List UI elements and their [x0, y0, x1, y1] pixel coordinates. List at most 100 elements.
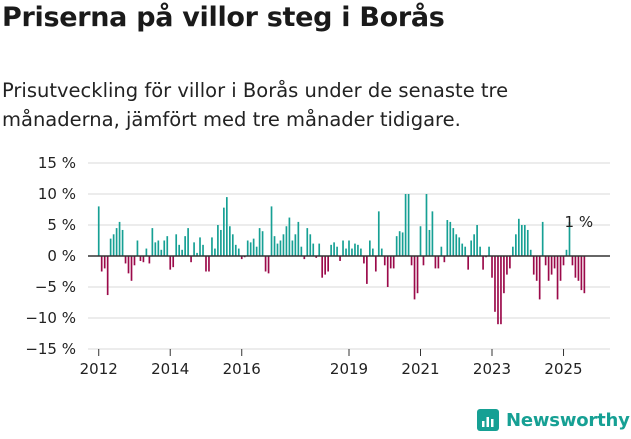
- bar-chart-logo-icon: [477, 409, 499, 431]
- bar: [297, 221, 300, 256]
- bar: [422, 256, 425, 266]
- bar: [145, 248, 148, 256]
- bar: [354, 243, 356, 256]
- bar: [345, 248, 347, 256]
- bar: [121, 229, 124, 256]
- bar: [541, 221, 544, 256]
- bar: [473, 234, 475, 256]
- y-tick-label: 5 %: [47, 216, 76, 234]
- bar: [270, 206, 273, 256]
- bar: [211, 237, 213, 256]
- bar: [434, 256, 437, 269]
- bar: [425, 194, 428, 256]
- bar: [509, 256, 511, 269]
- bar: [115, 228, 118, 256]
- annotations: 1 %: [565, 213, 594, 231]
- bar: [136, 240, 139, 256]
- bar: [538, 256, 541, 300]
- bar: [267, 256, 270, 274]
- bar: [342, 240, 344, 256]
- bar: [491, 256, 493, 278]
- brand-name: Newsworthy: [506, 409, 630, 431]
- bar: [234, 244, 237, 256]
- bar: [300, 246, 303, 256]
- bar: [205, 256, 207, 272]
- x-tick-label: 2025: [544, 360, 582, 378]
- bar: [166, 236, 169, 256]
- bar: [252, 238, 255, 256]
- bar: [386, 256, 389, 287]
- bar: [452, 228, 455, 256]
- bar: [181, 249, 183, 256]
- bar: [431, 211, 434, 256]
- bar: [127, 256, 130, 274]
- chart-title: Priserna på villor steg i Borås: [2, 2, 445, 33]
- bar: [523, 225, 526, 256]
- bar: [515, 234, 517, 256]
- bar: [449, 221, 452, 256]
- x-tick-label: 2021: [401, 360, 439, 378]
- bar: [574, 256, 577, 278]
- bar: [401, 232, 404, 256]
- bar: [217, 225, 219, 256]
- bar: [577, 256, 580, 281]
- y-axis-tick-labels: 15 % 10 % 5 % 0 % −5 % −10 % −15 %: [25, 154, 76, 358]
- x-tick-label: 2023: [473, 360, 511, 378]
- bar: [407, 194, 410, 256]
- bar: [255, 246, 258, 256]
- bar: [172, 256, 175, 268]
- bar: [443, 256, 446, 263]
- bar: [148, 256, 151, 264]
- y-tick-label: −10 %: [25, 309, 76, 327]
- bar: [282, 234, 285, 256]
- bar: [330, 244, 332, 256]
- bar: [202, 244, 204, 256]
- newsworthy-logo: Newsworthy: [477, 409, 630, 431]
- bar: [318, 243, 321, 256]
- bar: [476, 225, 478, 256]
- bar: [470, 240, 473, 256]
- y-tick-label: −5 %: [35, 278, 76, 296]
- chart-subtitle: Prisutveckling för villor i Borås under …: [2, 79, 509, 131]
- bar: [288, 217, 291, 256]
- bar: [544, 256, 547, 266]
- bar: [372, 248, 374, 256]
- bar: [410, 256, 413, 266]
- bar: [139, 256, 142, 261]
- bar: [506, 256, 508, 275]
- bar: [124, 256, 127, 264]
- bar: [279, 240, 282, 256]
- bar: [142, 256, 145, 263]
- bar: [160, 249, 163, 256]
- bar: [103, 256, 106, 269]
- bar: [529, 249, 532, 256]
- bar: [133, 256, 136, 266]
- bar: [112, 234, 115, 256]
- bar: [336, 246, 338, 256]
- bar: [363, 256, 365, 264]
- bar: [228, 226, 231, 256]
- bar-series: [97, 194, 586, 325]
- bar: [550, 256, 553, 275]
- bar: [246, 240, 249, 256]
- bar: [237, 248, 240, 256]
- bar: [306, 228, 309, 256]
- bar: [488, 246, 490, 256]
- bar: [175, 234, 178, 256]
- bar: [503, 256, 505, 294]
- bar: [553, 256, 556, 269]
- bar: [446, 220, 449, 256]
- bar: [374, 256, 377, 272]
- bar: [220, 229, 222, 256]
- bar: [291, 240, 294, 256]
- bar: [404, 194, 407, 256]
- bar: [455, 234, 458, 256]
- bar: [240, 256, 243, 260]
- y-tick-label: −15 %: [25, 340, 76, 358]
- axes: [88, 255, 610, 356]
- bar: [479, 246, 481, 256]
- bar: [100, 256, 103, 272]
- bar: [190, 256, 192, 263]
- bar: [309, 234, 312, 256]
- bar: [395, 236, 398, 256]
